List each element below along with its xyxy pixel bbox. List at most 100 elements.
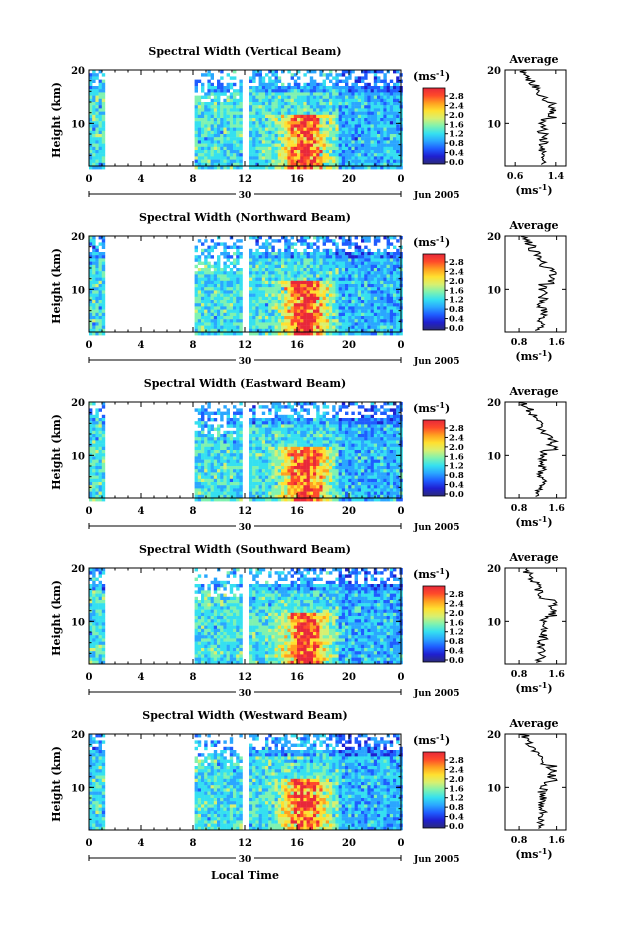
average-y-tick-label: 10 xyxy=(487,617,501,628)
average-profile-line xyxy=(519,733,558,829)
colorbar-tick-label: 0.8 xyxy=(449,305,464,315)
date-day-label: 30 xyxy=(239,855,252,865)
colorbar-tick-label: 0.0 xyxy=(449,822,464,832)
average-y-tick-label: 20 xyxy=(487,66,501,77)
average-frame xyxy=(504,567,567,665)
colorbar-tick-label: 2.4 xyxy=(449,765,464,775)
average-y-tick-label: 20 xyxy=(487,232,501,243)
x-tick-label: 8 xyxy=(190,340,197,351)
heatmap-cells xyxy=(89,734,403,831)
average-x-tick-label: 0.8 xyxy=(511,337,528,348)
x-tick-label: 8 xyxy=(190,174,197,185)
date-month-label: Jun 2005 xyxy=(413,689,460,699)
x-tick-label: 20 xyxy=(342,506,356,517)
date-day-label: 30 xyxy=(239,357,252,367)
x-tick-label: 16 xyxy=(290,838,304,849)
colorbar-tick-label: 1.2 xyxy=(449,130,464,140)
x-tick-label: 8 xyxy=(190,838,197,849)
panel-title: Spectral Width (Northward Beam) xyxy=(139,211,351,224)
colorbar-unit: (ms-1) xyxy=(413,400,450,415)
x-tick-label: 12 xyxy=(238,838,252,849)
average-x-label: (ms-1) xyxy=(515,182,552,197)
panel-title: Spectral Width (Vertical Beam) xyxy=(148,45,341,58)
colorbar-tick-label: 1.6 xyxy=(449,120,464,130)
x-tick-label: 20 xyxy=(342,174,356,185)
date-month-label: Jun 2005 xyxy=(413,191,460,201)
colorbar-tick-label: 2.0 xyxy=(449,277,464,287)
x-tick-label: 12 xyxy=(238,174,252,185)
colorbar-tick-label: 0.4 xyxy=(449,813,464,823)
colorbar-tick-label: 0.0 xyxy=(449,158,464,168)
x-tick-label: 12 xyxy=(238,506,252,517)
colorbar-tick-label: 0.8 xyxy=(449,139,464,149)
colorbar-unit: (ms-1) xyxy=(413,566,450,581)
average-title: Average xyxy=(508,717,558,730)
colorbar-tick-label: 2.4 xyxy=(449,101,464,111)
x-tick-label: 4 xyxy=(138,340,145,351)
y-axis-label: Height (km) xyxy=(50,414,63,490)
x-tick-label: 20 xyxy=(342,672,356,683)
colorbar-tick-label: 1.6 xyxy=(449,618,464,628)
x-tick-label: 16 xyxy=(290,340,304,351)
colorbar xyxy=(422,585,446,663)
y-tick-label: 10 xyxy=(71,285,85,296)
x-tick-label: 16 xyxy=(290,506,304,517)
colorbar-tick-label: 1.6 xyxy=(449,452,464,462)
colorbar xyxy=(422,87,446,165)
x-tick-label: 12 xyxy=(238,672,252,683)
average-y-tick-label: 20 xyxy=(487,564,501,575)
x-tick-label: 4 xyxy=(138,174,145,185)
average-x-tick-label: 1.6 xyxy=(548,337,565,348)
average-x-label: (ms-1) xyxy=(515,348,552,363)
date-month-label: Jun 2005 xyxy=(413,357,460,367)
colorbar-unit: (ms-1) xyxy=(413,732,450,747)
panel: Spectral Width (Southward Beam) Height (k… xyxy=(50,543,567,699)
colorbar-tick-label: 1.2 xyxy=(449,628,464,638)
colorbar-tick-label: 0.4 xyxy=(449,647,464,657)
colorbar-tick-label: 0.0 xyxy=(449,490,464,500)
y-tick-label: 20 xyxy=(71,564,85,575)
y-tick-label: 10 xyxy=(71,783,85,794)
average-frame xyxy=(504,69,567,167)
average-y-tick-label: 10 xyxy=(487,119,501,130)
average-x-tick-label: 1.6 xyxy=(548,835,565,846)
x-tick-label: 20 xyxy=(342,838,356,849)
colorbar-tick-label: 2.4 xyxy=(449,599,464,609)
average-y-tick-label: 10 xyxy=(487,285,501,296)
colorbar-tick-label: 0.8 xyxy=(449,471,464,481)
y-axis-label: Height (km) xyxy=(50,248,63,324)
colorbar-unit: (ms-1) xyxy=(413,234,450,249)
average-frame xyxy=(504,401,567,499)
average-y-tick-label: 20 xyxy=(487,398,501,409)
average-profile-line xyxy=(522,568,559,663)
date-day-label: 30 xyxy=(239,191,252,201)
x-tick-label: 0 xyxy=(86,506,93,517)
colorbar-tick-label: 2.8 xyxy=(449,258,464,268)
date-month-label: Jun 2005 xyxy=(413,523,460,533)
x-tick-label: 8 xyxy=(190,672,197,683)
average-title: Average xyxy=(508,53,558,66)
colorbar-tick-label: 2.8 xyxy=(449,424,464,434)
x-tick-label: 12 xyxy=(238,340,252,351)
colorbar xyxy=(422,751,446,829)
colorbar-tick-label: 0.0 xyxy=(449,656,464,666)
colorbar-tick-label: 2.8 xyxy=(449,92,464,102)
colorbar-tick-label: 0.4 xyxy=(449,149,464,159)
y-axis-label: Height (km) xyxy=(50,580,63,656)
x-tick-label: 16 xyxy=(290,174,304,185)
average-title: Average xyxy=(508,385,558,398)
colorbar-tick-label: 0.4 xyxy=(449,315,464,325)
average-y-tick-label: 10 xyxy=(487,783,501,794)
panel-title: Spectral Width (Westward Beam) xyxy=(142,709,347,722)
heatmap-cells xyxy=(89,236,403,336)
average-x-tick-label: 0.8 xyxy=(511,503,528,514)
x-tick-label: 20 xyxy=(342,340,356,351)
x-tick-label: 4 xyxy=(138,672,145,683)
x-tick-label: 0 xyxy=(398,838,405,849)
colorbar-tick-label: 2.0 xyxy=(449,775,464,785)
y-axis-label: Height (km) xyxy=(50,82,63,158)
heatmap-cells xyxy=(89,568,403,665)
average-x-tick-label: 0.8 xyxy=(511,669,528,680)
y-tick-label: 20 xyxy=(71,232,85,243)
